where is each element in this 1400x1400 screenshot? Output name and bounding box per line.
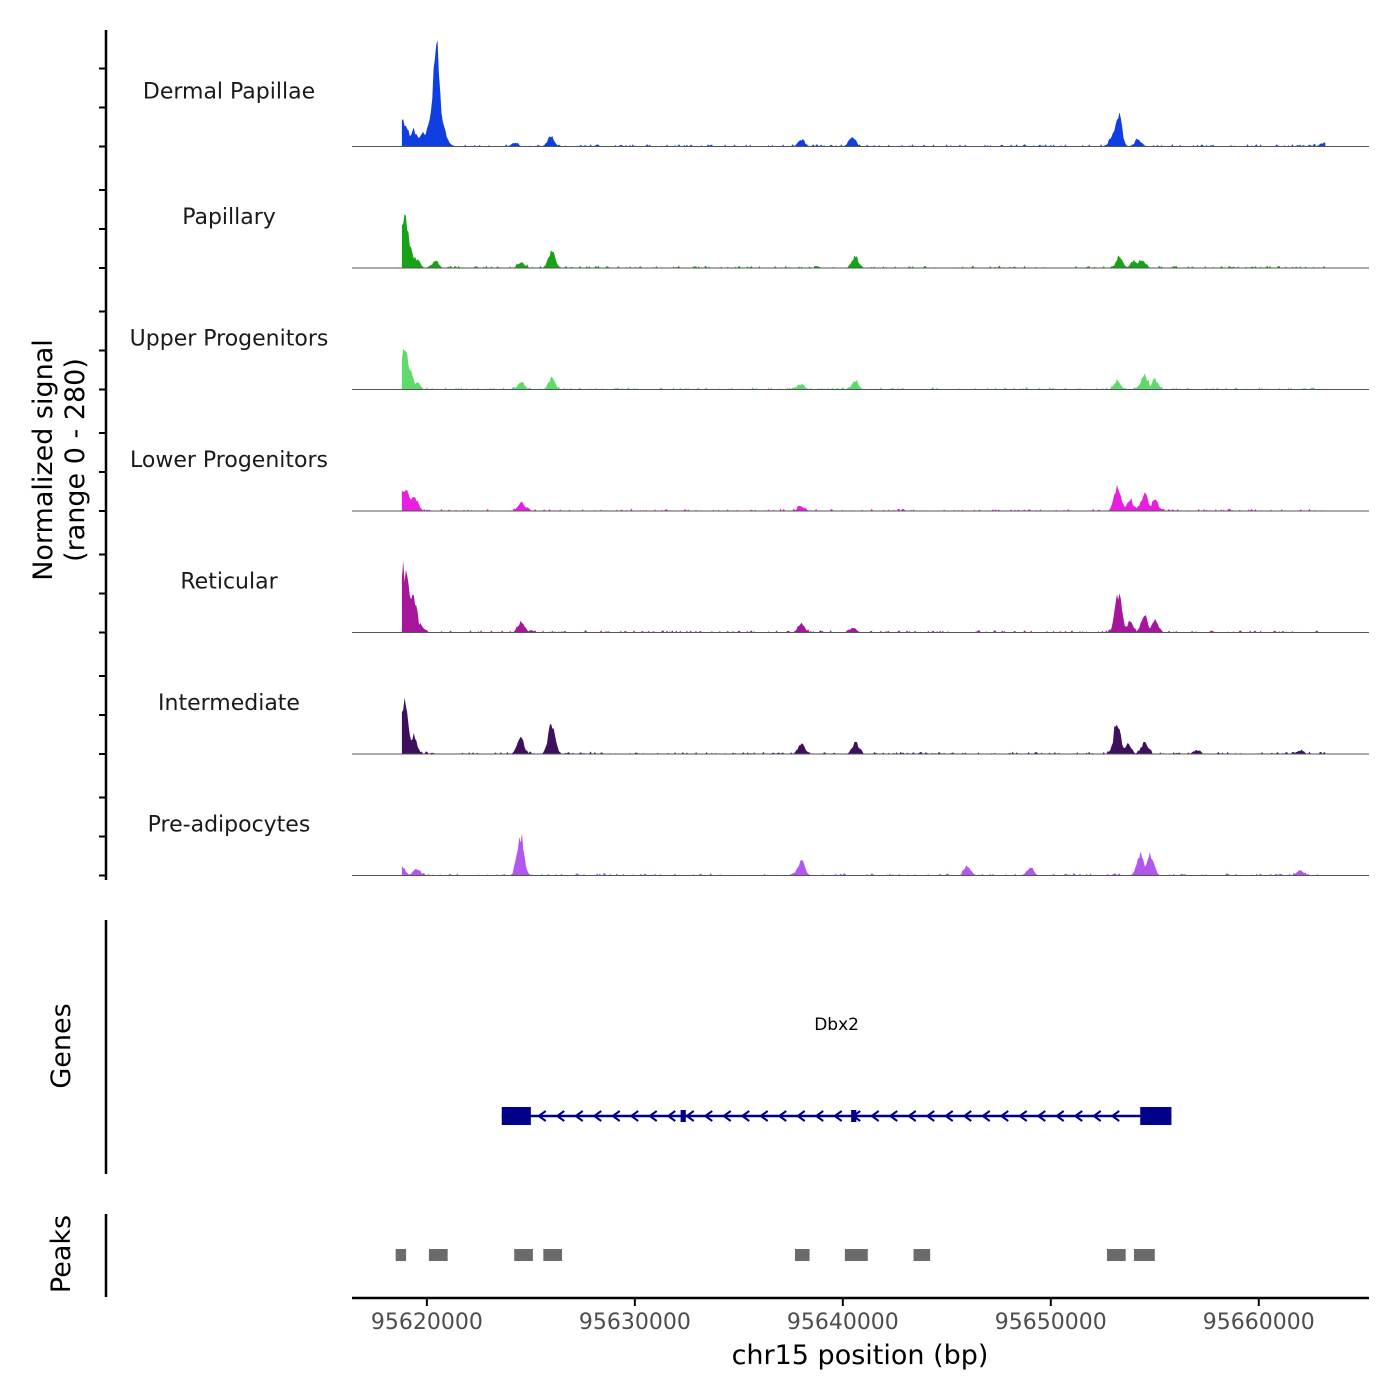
gene-exon <box>680 1110 686 1122</box>
signal-area-papillary <box>401 214 1326 268</box>
strand-arrow <box>925 1110 935 1122</box>
strand-arrow <box>981 1110 991 1122</box>
strand-arrow <box>796 1110 806 1122</box>
peak-region <box>913 1249 931 1261</box>
strand-arrow <box>833 1110 843 1122</box>
strand-arrow <box>1036 1110 1046 1122</box>
genes-panel-title: Genes <box>46 1003 77 1088</box>
strand-arrow <box>740 1110 750 1122</box>
strand-arrow <box>722 1110 732 1122</box>
strand-arrow <box>907 1110 917 1122</box>
signal-area-dermal-papillae <box>401 40 1326 147</box>
y-axis-title-group: Normalized signal (range 0 - 280) <box>28 339 91 581</box>
peak-region <box>514 1249 533 1261</box>
strand-arrow <box>814 1110 824 1122</box>
strand-arrow <box>944 1110 954 1122</box>
signal-area-pre-adipocytes <box>401 833 1326 876</box>
strand-arrow <box>648 1110 658 1122</box>
peak-region <box>794 1249 810 1261</box>
gene-exon <box>851 1110 857 1122</box>
peak-region <box>543 1249 563 1261</box>
strand-arrow <box>1092 1110 1102 1122</box>
peak-track <box>395 1249 1155 1261</box>
strand-arrow <box>666 1110 676 1122</box>
track-intermediate: Intermediate <box>158 691 1369 755</box>
strand-arrow <box>592 1110 602 1122</box>
x-tick-label: 95660000 <box>1203 1310 1315 1335</box>
track-dermal-papillae: Dermal Papillae <box>143 40 1369 147</box>
strand-arrow <box>611 1110 621 1122</box>
track-label: Pre-adipocytes <box>148 813 311 838</box>
peak-region <box>428 1249 448 1261</box>
strand-arrow <box>777 1110 787 1122</box>
strand-arrow <box>962 1110 972 1122</box>
strand-arrow <box>759 1110 769 1122</box>
strand-arrow <box>629 1110 639 1122</box>
peak-region <box>1133 1249 1155 1261</box>
signal-area-lower-progenitors <box>401 485 1326 511</box>
strand-arrow <box>703 1110 713 1122</box>
strand-arrow <box>1018 1110 1028 1122</box>
strand-arrow <box>1055 1110 1065 1122</box>
gene-exon <box>501 1107 531 1125</box>
strand-arrow <box>888 1110 898 1122</box>
track-pre-adipocytes: Pre-adipocytes <box>148 813 1369 876</box>
track-lower-progenitors: Lower Progenitors <box>130 448 1369 512</box>
signal-area-reticular <box>401 561 1326 633</box>
gene-label: Dbx2 <box>814 1015 859 1035</box>
coverage-y-ticks <box>99 67 106 877</box>
coverage-tracks: Dermal Papillae Papillary Upper Progenitor… <box>130 40 1369 876</box>
peak-region <box>395 1249 407 1261</box>
strand-arrow <box>574 1110 584 1122</box>
x-axis-title: chr15 position (bp) <box>732 1340 989 1371</box>
track-label: Upper Progenitors <box>130 327 329 352</box>
x-tick-label: 95650000 <box>995 1310 1107 1335</box>
peak-region <box>1106 1249 1126 1261</box>
strand-arrow <box>685 1110 695 1122</box>
peaks-panel-title: Peaks <box>46 1215 77 1293</box>
strand-arrow <box>870 1110 880 1122</box>
x-tick-label: 95630000 <box>579 1310 691 1335</box>
x-tick-label: 95620000 <box>371 1310 483 1335</box>
track-label: Intermediate <box>158 691 300 716</box>
y-axis-title: Normalized signal <box>28 339 59 581</box>
gene-exon <box>1140 1107 1172 1125</box>
track-papillary: Papillary <box>182 205 1369 269</box>
track-label: Reticular <box>180 570 278 595</box>
strand-arrow <box>1110 1110 1120 1122</box>
y-axis-range: (range 0 - 280) <box>60 358 91 562</box>
track-label: Papillary <box>182 205 276 230</box>
gene-track: Dbx2 <box>501 1015 1172 1125</box>
peak-region <box>844 1249 868 1261</box>
x-tick-label: 95640000 <box>787 1310 899 1335</box>
strand-arrow <box>999 1110 1009 1122</box>
track-label: Dermal Papillae <box>143 80 315 105</box>
strand-arrow <box>555 1110 565 1122</box>
gene-dbx2: Dbx2 <box>501 1015 1172 1125</box>
x-axis-ticks: 95620000 95630000 95640000 95650000 95660000 <box>371 1298 1315 1335</box>
signal-area-upper-progenitors <box>401 348 1326 390</box>
track-upper-progenitors: Upper Progenitors <box>130 327 1369 390</box>
strand-arrow <box>537 1110 547 1122</box>
track-reticular: Reticular <box>180 561 1369 633</box>
track-label: Lower Progenitors <box>130 448 328 473</box>
signal-area-intermediate <box>401 697 1326 754</box>
strand-arrow <box>1073 1110 1083 1122</box>
